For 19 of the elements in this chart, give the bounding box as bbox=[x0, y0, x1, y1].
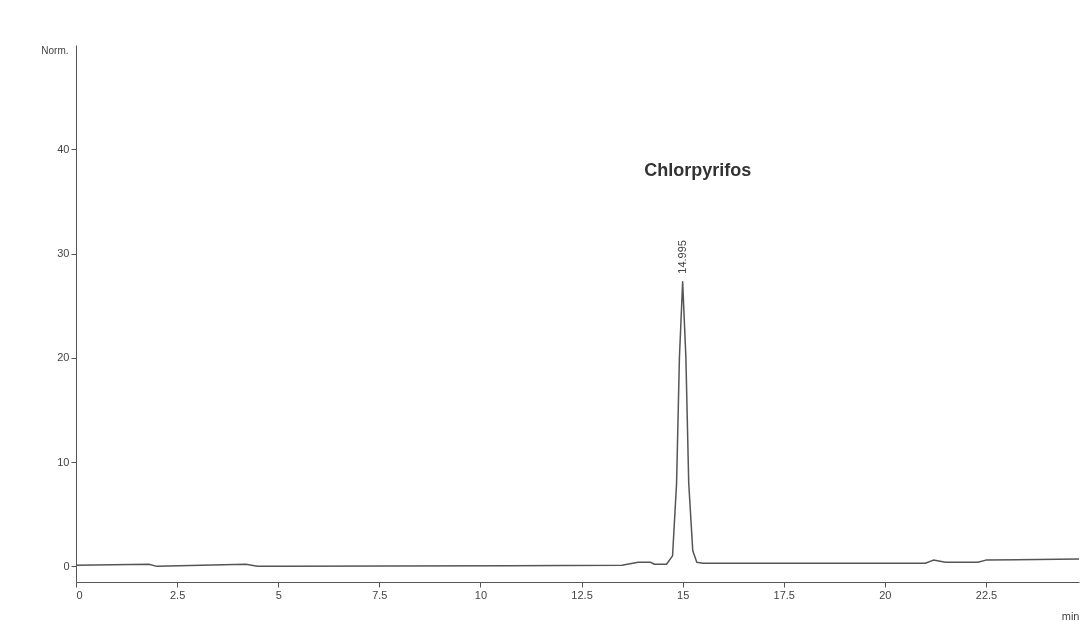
x-tick-label: 10 bbox=[474, 588, 488, 601]
x-tick-label: 0 bbox=[76, 588, 83, 601]
y-tick-label: 10 bbox=[57, 455, 70, 468]
y-tick-label: 30 bbox=[57, 247, 70, 260]
x-tick-label: 7.5 bbox=[372, 588, 388, 601]
y-tick-label: 0 bbox=[63, 559, 70, 572]
x-tick-label: 17.5 bbox=[773, 588, 795, 601]
x-tick-label: 12.5 bbox=[571, 588, 593, 601]
x-axis-title: min bbox=[1061, 609, 1080, 622]
annotation: 14.995 bbox=[675, 240, 688, 274]
x-tick-label: 2.5 bbox=[169, 588, 186, 601]
x-tick-label: 15 bbox=[677, 588, 690, 601]
annotation: Chlorpyrifos bbox=[644, 160, 752, 181]
x-tick-label: 20 bbox=[879, 588, 892, 601]
y-axis-title: Norm. bbox=[41, 44, 69, 56]
y-tick-label: 20 bbox=[57, 351, 70, 364]
x-tick-label: 5 bbox=[275, 588, 282, 601]
x-tick-label: 22.5 bbox=[975, 588, 998, 601]
y-tick-label: 40 bbox=[57, 142, 70, 155]
